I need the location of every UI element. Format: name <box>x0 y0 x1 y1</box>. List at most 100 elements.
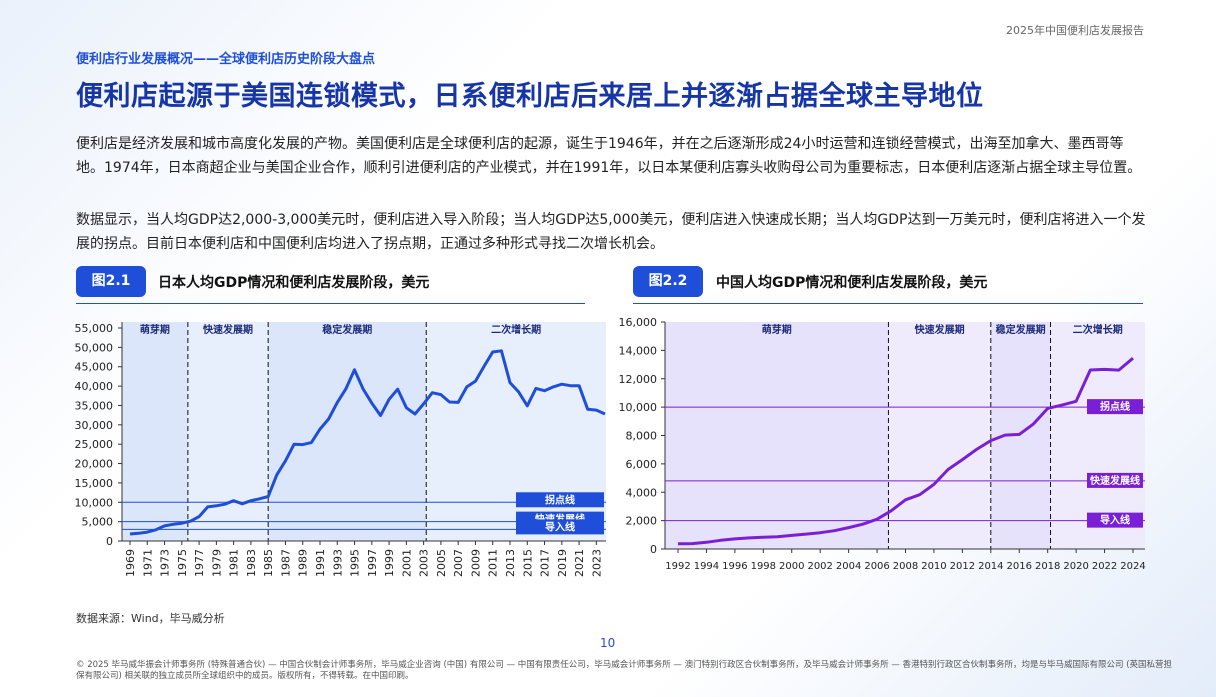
phase-label: 二次增长期 <box>491 323 541 336</box>
x-tick-label: 2009 <box>469 549 482 577</box>
footer: © 2025 毕马威华振会计师事务所 (特殊普通合伙) — 中国合伙制会计师事务… <box>76 660 1173 681</box>
x-tick-label: 1979 <box>210 549 223 577</box>
x-tick-label: 1998 <box>751 561 776 572</box>
x-tick-label: 2000 <box>779 561 804 572</box>
y-tick-label: 15,000 <box>75 477 114 490</box>
x-tick-label: 2002 <box>807 561 832 572</box>
x-tick-label: 1969 <box>124 549 137 577</box>
x-tick-label: 2001 <box>400 549 413 577</box>
reference-label-box <box>516 519 604 535</box>
paragraph: 数据显示，当人均GDP达2,000-3,000美元时，便利店进入导入阶段；当人均… <box>76 212 1146 252</box>
reference-label: 拐点线 <box>1100 400 1130 413</box>
x-tick-label: 2012 <box>950 561 975 572</box>
y-tick-label: 5,000 <box>82 516 114 529</box>
figure-title: 中国人均GDP情况和便利店发展阶段，美元 <box>716 275 988 291</box>
y-tick-label: 8,000 <box>626 430 658 443</box>
x-tick-label: 1992 <box>665 561 690 572</box>
x-tick-label: 2013 <box>504 549 517 577</box>
x-tick-label: 2020 <box>1063 561 1088 572</box>
x-tick-label: 2003 <box>418 549 431 577</box>
phase-label: 稳定发展期 <box>996 323 1046 336</box>
x-tick-label: 2023 <box>590 549 603 577</box>
x-tick-label: 2008 <box>893 561 918 572</box>
page-number: 10 <box>600 636 616 650</box>
x-tick-label: 2007 <box>452 549 465 577</box>
section-label: 便利店行业发展概况——全球便利店历史阶段大盘点 <box>76 52 376 67</box>
y-tick-label: 50,000 <box>75 341 114 354</box>
y-tick-label: 16,000 <box>619 316 658 329</box>
y-tick-label: 35,000 <box>75 399 114 412</box>
x-tick-label: 1971 <box>141 549 154 577</box>
y-tick-label: 40,000 <box>75 380 114 393</box>
y-tick-label: 45,000 <box>75 361 114 374</box>
reference-label-box <box>1087 399 1143 415</box>
paragraph: 便利店是经济发展和城市高度化发展的产物。美国便利店是全球便利店的起源，诞生于19… <box>76 136 1142 176</box>
y-tick-label: 10,000 <box>619 401 658 414</box>
phase-band <box>665 322 889 549</box>
reference-label: 快速发展线 <box>1089 474 1140 487</box>
figure-rule <box>633 303 1143 304</box>
x-tick-label: 1991 <box>314 549 327 577</box>
figure-number: 图2.2 <box>633 266 703 297</box>
x-tick-label: 1995 <box>349 549 362 577</box>
x-tick-label: 1999 <box>383 549 396 577</box>
y-tick-label: 6,000 <box>626 458 658 471</box>
y-tick-label: 0 <box>650 543 657 556</box>
phase-band <box>888 322 991 549</box>
x-tick-label: 1973 <box>159 549 172 577</box>
y-tick-label: 2,000 <box>626 515 658 528</box>
y-tick-label: 12,000 <box>619 373 658 386</box>
reference-label-box <box>516 492 604 508</box>
reference-label: 导入线 <box>1100 514 1130 527</box>
page-title: 便利店起源于美国连锁模式，日系便利店后来居上并逐渐占据全球主导地位 <box>76 81 984 112</box>
reference-label-box <box>1087 472 1143 488</box>
x-tick-label: 2018 <box>1035 561 1060 572</box>
x-tick-label: 2024 <box>1120 561 1145 572</box>
phase-band <box>268 322 427 541</box>
x-tick-label: 2005 <box>435 549 448 577</box>
x-tick-label: 1989 <box>297 549 310 577</box>
phase-label: 快速发展期 <box>914 323 965 336</box>
reference-label-box <box>1087 512 1143 528</box>
x-tick-label: 1981 <box>228 549 241 577</box>
x-tick-label: 2021 <box>573 549 586 577</box>
y-tick-label: 25,000 <box>75 438 114 451</box>
x-tick-label: 2011 <box>487 549 500 577</box>
y-tick-label: 4,000 <box>626 486 658 499</box>
x-tick-label: 1993 <box>331 549 344 577</box>
figure-title: 日本人均GDP情况和便利店发展阶段，美元 <box>158 275 430 291</box>
phase-label: 萌芽期 <box>140 323 170 336</box>
x-tick-label: 2022 <box>1092 561 1117 572</box>
figure-rule <box>76 303 585 304</box>
x-tick-label: 2017 <box>539 549 552 577</box>
phase-band <box>122 322 188 541</box>
y-tick-label: 0 <box>106 535 113 548</box>
data-line <box>677 357 1134 546</box>
phase-band <box>187 322 269 541</box>
x-tick-label: 2006 <box>864 561 889 572</box>
source-note: 数据来源：Wind，毕马威分析 <box>76 612 225 625</box>
x-tick-label: 2014 <box>978 561 1003 572</box>
x-tick-label: 2004 <box>836 561 861 572</box>
phase-label: 二次增长期 <box>1073 323 1123 336</box>
x-tick-label: 2010 <box>921 561 946 572</box>
x-tick-label: 1987 <box>279 549 292 577</box>
y-tick-label: 14,000 <box>619 344 658 357</box>
x-tick-label: 1985 <box>262 549 275 577</box>
reference-label: 拐点线 <box>545 493 575 506</box>
x-tick-label: 1996 <box>722 561 747 572</box>
x-tick-label: 1983 <box>245 549 258 577</box>
phase-band <box>426 322 606 541</box>
x-tick-label: 1977 <box>193 549 206 577</box>
reference-label: 导入线 <box>545 520 575 533</box>
x-tick-label: 1994 <box>694 561 719 572</box>
phase-label: 稳定发展期 <box>322 323 372 336</box>
phase-label: 萌芽期 <box>762 323 792 336</box>
phase-band <box>990 322 1051 549</box>
y-tick-label: 10,000 <box>75 496 114 509</box>
figure-number: 图2.1 <box>76 266 146 297</box>
x-tick-label: 2016 <box>1007 561 1032 572</box>
x-tick-label: 2019 <box>556 549 569 577</box>
